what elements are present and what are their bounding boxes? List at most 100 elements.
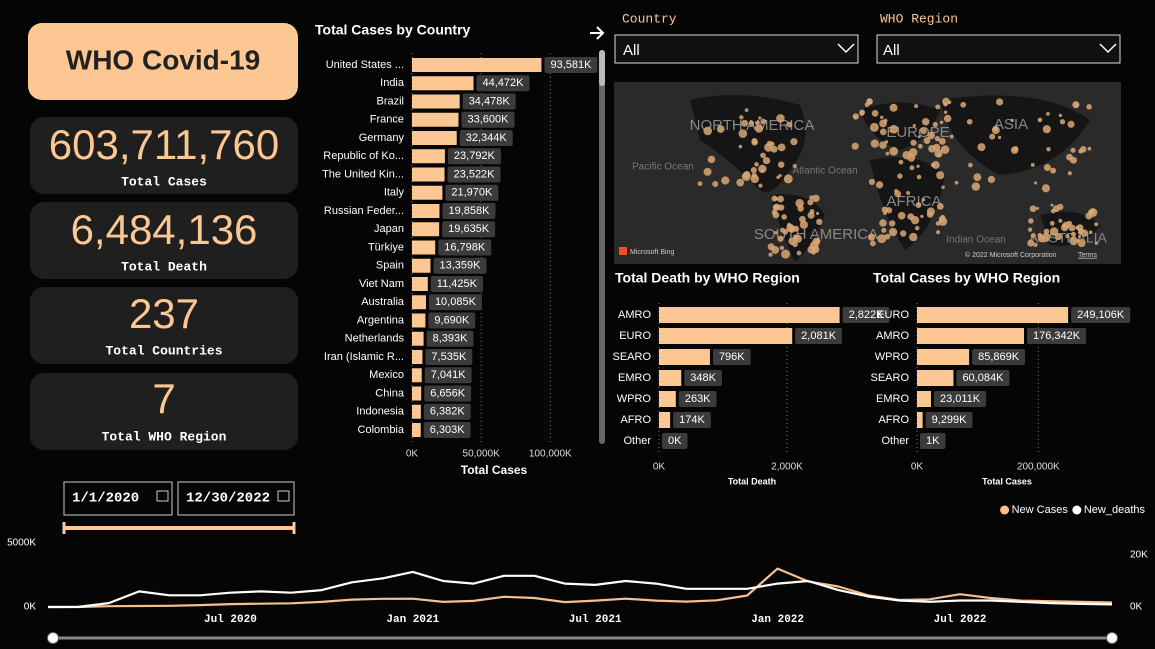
map-dot [1076, 224, 1084, 232]
map-dot [923, 137, 931, 144]
value-label: 19,858K [448, 205, 490, 217]
value-label-bg [423, 422, 471, 438]
value-label: 85,869K [978, 351, 1020, 363]
bar [412, 258, 431, 273]
category-label: Iran (Islamic R... [324, 351, 404, 363]
map-dot [1049, 227, 1059, 236]
category-label: WPRO [617, 393, 652, 405]
map-dot [797, 205, 804, 212]
kpi-value: 237 [129, 290, 199, 337]
bar [412, 404, 421, 419]
y2-tick-label: 0K [1130, 602, 1143, 613]
value-label: 9,299K [932, 414, 968, 426]
value-label: 11,425K [437, 278, 478, 290]
map-dot [917, 135, 921, 139]
category-label: AFRO [620, 414, 651, 426]
bar [412, 185, 443, 200]
card-bg [30, 373, 298, 450]
dropdown-value[interactable]: All [883, 42, 900, 59]
map-dot [754, 120, 760, 126]
map-dot [796, 250, 802, 256]
map-dot [788, 225, 796, 233]
map-dot [792, 163, 797, 169]
slider-handle[interactable] [47, 632, 59, 644]
scroll-thumb[interactable] [599, 50, 605, 86]
x-tick-label: 2,000K [771, 462, 803, 473]
category-label: China [375, 387, 405, 399]
category-label: Mexico [369, 369, 404, 381]
map-dot [782, 229, 789, 235]
start-date[interactable]: 1/1/2020 [72, 491, 139, 507]
bar [917, 307, 1069, 323]
slider-handle[interactable] [1106, 632, 1118, 644]
value-label-bg [956, 370, 1010, 386]
calendar-icon[interactable] [156, 490, 169, 502]
land [870, 157, 945, 250]
dropdown-value[interactable]: All [623, 42, 640, 59]
map-dot [966, 118, 973, 125]
date-input[interactable] [177, 481, 295, 516]
map-dot [1071, 231, 1077, 237]
value-label: 7,041K [431, 369, 467, 381]
map-dot [900, 230, 907, 237]
calendar-icon[interactable] [277, 490, 290, 502]
x-axis-title: Total Death [728, 476, 776, 486]
map-dot [885, 151, 890, 156]
x-axis-title: Total Cases [461, 463, 528, 477]
map-dot [879, 141, 887, 149]
end-date[interactable]: 12/30/2022 [186, 491, 270, 507]
category-label: Italy [384, 187, 405, 199]
dropdown[interactable] [876, 34, 1121, 64]
map-dot [760, 118, 767, 125]
category-label: SEARO [870, 372, 909, 384]
map-dot [1046, 146, 1051, 152]
bar [412, 131, 457, 145]
bar [917, 328, 1024, 344]
map-dot [1066, 220, 1073, 227]
category-label: Viet Nam [359, 278, 404, 290]
value-label-bg [925, 412, 973, 428]
map-dot [778, 173, 782, 178]
arrow-icon[interactable] [590, 26, 605, 40]
map-dot [851, 142, 859, 150]
map-dot [697, 181, 703, 187]
chevron[interactable] [1099, 43, 1117, 54]
map-dot [1046, 112, 1050, 116]
map-dot [760, 168, 764, 172]
map-dot [915, 202, 922, 208]
map-link[interactable]: Terms [1078, 252, 1098, 259]
map-dot [777, 195, 784, 203]
map-dot [738, 129, 748, 138]
value-label: 176,342K [1033, 330, 1081, 342]
map-dot [973, 173, 982, 182]
map-dot [807, 245, 816, 254]
value-label: 0K [668, 435, 682, 447]
map-dot [868, 178, 876, 186]
chevron[interactable] [837, 43, 855, 54]
kpi-card: 6,484,136 Total Death [30, 202, 298, 279]
map-dot [875, 181, 884, 189]
map-dot [771, 195, 778, 202]
bar [412, 331, 424, 346]
value-label-bg [678, 391, 717, 407]
map-dot [1049, 220, 1055, 226]
map-dot [1054, 233, 1062, 241]
value-label-bg [1071, 307, 1131, 323]
value-label-bg [438, 239, 492, 256]
bar [412, 204, 440, 218]
value-label-bg [461, 111, 515, 128]
map-dot [777, 161, 785, 168]
x-tick-label: 200,000K [1017, 462, 1060, 473]
map-dot [960, 101, 967, 108]
date-input[interactable] [63, 481, 173, 516]
map-dot [758, 183, 763, 188]
y-tick-label: 5000K [7, 538, 36, 549]
category-label: EMRO [876, 393, 909, 405]
map-dot [937, 203, 944, 210]
map-dot [703, 167, 712, 176]
land [860, 102, 940, 150]
title-card [28, 23, 298, 100]
map-dot [1094, 241, 1099, 245]
scrollbar[interactable] [599, 50, 605, 444]
dropdown[interactable] [614, 34, 859, 64]
